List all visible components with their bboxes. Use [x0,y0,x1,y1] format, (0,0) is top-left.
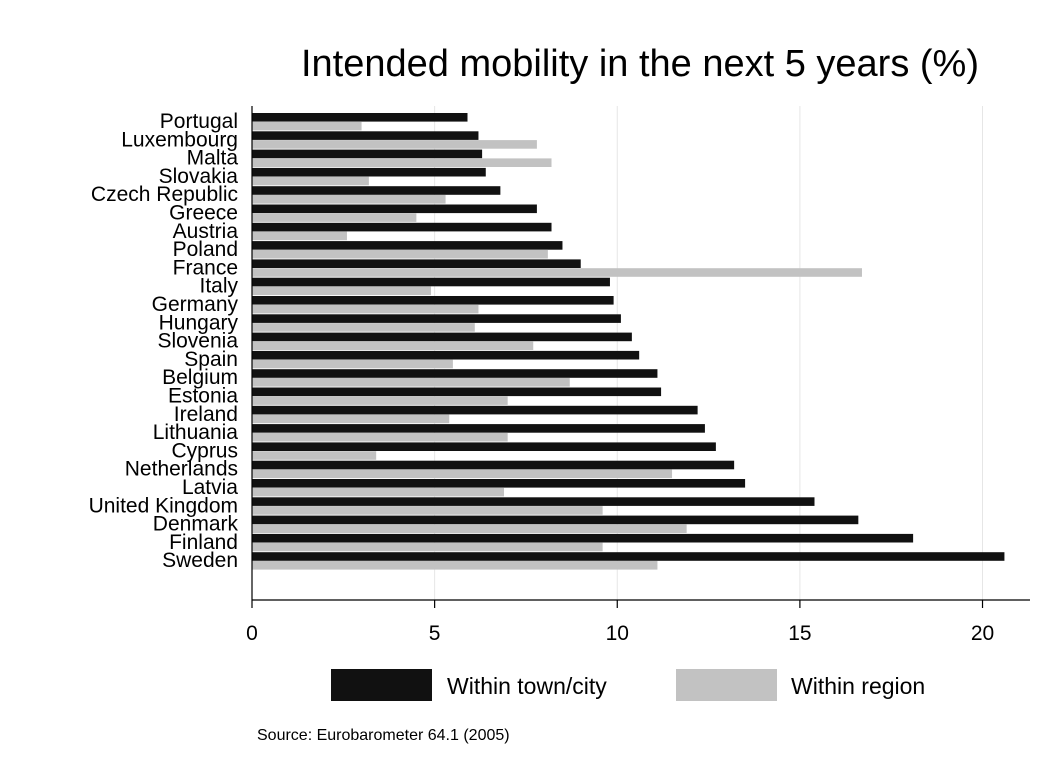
bar-within-town-city [252,131,479,140]
x-tick-label: 5 [429,622,441,645]
bar-within-town-city [252,222,552,232]
legend-label: Within town/city [447,673,607,699]
bar-within-region [252,396,508,405]
bar-within-town-city [252,350,640,360]
category-label: Germany [152,293,239,316]
bar-within-town-city [252,442,716,451]
axes [251,106,1030,601]
bar-within-town-city [252,296,614,305]
bar-within-region [252,414,450,424]
bar-within-town-city [252,497,815,506]
category-label: Malta [187,147,239,170]
bar-within-region [252,469,673,479]
category-label: Slovakia [159,165,239,188]
x-tick-label: 15 [788,622,811,645]
category-label: Spain [184,348,238,371]
bar-within-town-city [252,405,698,415]
category-label: Sweden [162,549,238,572]
category-label: Denmark [153,513,239,536]
category-label: Ireland [174,403,238,426]
bar-within-region [252,140,537,149]
bar-within-region [252,524,687,533]
bar-within-region [252,451,377,460]
bar-within-town-city [252,241,563,250]
bar-within-town-city [252,186,501,195]
bar-within-region [252,231,347,241]
legend-label: Within region [791,673,925,699]
category-label: Lithuania [153,421,239,444]
bar-within-town-city [252,332,632,342]
bar-within-region [252,176,369,186]
bar-within-town-city [252,204,537,214]
category-label: Latvia [182,476,238,499]
legend-swatch [676,669,777,701]
bar-within-town-city [252,167,486,177]
category-label: Greece [169,202,238,225]
category-label: France [173,256,238,279]
category-label: Estonia [168,385,238,408]
bar-within-town-city [252,533,914,543]
bar-within-region [252,213,417,222]
bar-within-region [252,158,552,167]
bar-within-region [252,487,505,497]
legend-swatch [331,669,432,701]
bar-within-region [252,268,862,277]
bar-within-town-city [252,314,621,323]
bar-within-region [252,432,508,442]
bar-within-region [252,506,603,515]
bar-within-region [252,121,362,131]
bar-within-town-city [252,460,735,470]
bar-within-town-city [252,259,581,268]
chart-title: Intended mobility in the next 5 years (%… [301,43,979,85]
bar-within-region [252,195,446,204]
x-tick-label: 20 [971,622,994,645]
category-label: Belgium [162,366,238,389]
category-label: Netherlands [125,458,238,481]
category-label: Finland [169,531,238,554]
bar-within-town-city [252,479,746,488]
bar-within-region [252,323,475,332]
bar-within-town-city [252,552,1005,561]
x-axis-ticks: 0 5 10 15 20 [246,600,994,645]
category-label: Luxembourg [121,128,238,151]
bar-within-region [252,561,658,570]
bar-within-town-city [252,387,662,397]
category-label: Austria [173,220,239,243]
bar-within-region [252,359,453,369]
bar-within-region [252,249,548,259]
x-tick-label: 0 [246,622,258,645]
bar-within-town-city [252,515,859,525]
bar-within-town-city [252,113,468,122]
bar-within-town-city [252,424,705,433]
category-label: Czech Republic [91,183,238,206]
bar-within-town-city [252,277,610,287]
category-label: Cyprus [171,439,238,462]
bar-within-region [252,542,603,552]
category-label: Poland [173,238,238,261]
bar-within-town-city [252,149,483,159]
category-label: United Kingdom [89,494,238,517]
bar-within-town-city [252,369,658,378]
bars [252,113,1005,570]
bar-within-region [252,304,479,314]
bar-within-region [252,341,534,350]
category-label: Portugal [160,110,238,133]
category-label: Hungary [159,311,239,334]
bar-within-region [252,286,431,296]
category-label: Italy [199,275,238,298]
x-tick-label: 10 [606,622,629,645]
legend: Within town/city Within region [331,669,925,701]
source-note: Source: Eurobarometer 64.1 (2005) [257,727,510,744]
category-label: Slovenia [157,330,238,353]
bar-within-region [252,378,570,387]
